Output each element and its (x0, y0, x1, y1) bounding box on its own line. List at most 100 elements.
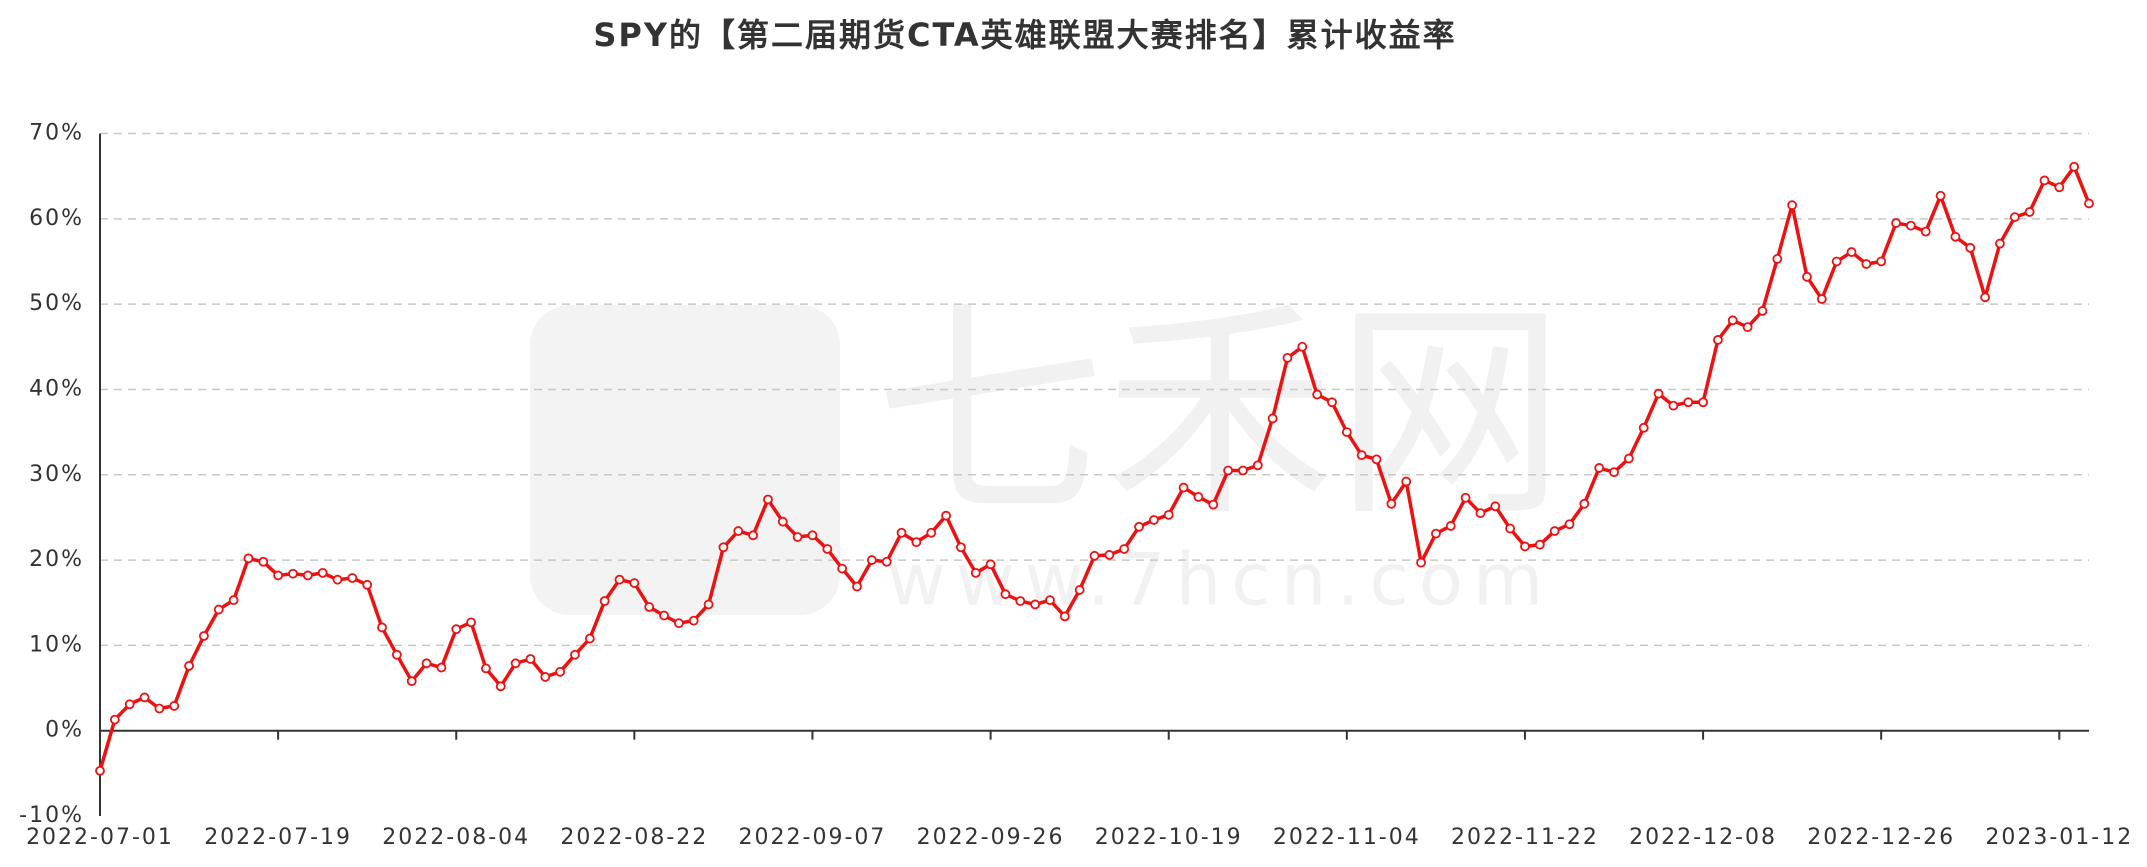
point (1623, 453, 1634, 464)
point (1193, 492, 1204, 502)
point (1104, 550, 1115, 560)
y-tick-label: 60% (29, 206, 84, 231)
point (1045, 595, 1055, 606)
point (258, 556, 269, 567)
point (1579, 498, 1590, 509)
point (2009, 212, 2020, 223)
point (673, 618, 684, 629)
point (2084, 198, 2094, 209)
x-tick-label: 2022-11-22 (1451, 825, 1599, 850)
y-tick-label: 0% (45, 718, 84, 743)
point (1430, 528, 1441, 539)
point (1891, 218, 1901, 228)
point (109, 714, 120, 725)
point (718, 542, 729, 553)
point (2054, 182, 2065, 193)
point (570, 649, 580, 660)
point (777, 516, 788, 527)
point (1742, 322, 1753, 333)
point (1564, 519, 1575, 530)
point (1757, 306, 1768, 316)
x-tick-label: 2022-08-04 (382, 825, 530, 850)
point (1965, 242, 1976, 253)
watermark-logo (530, 305, 840, 615)
x-tick-label: 2023-01-12 (1985, 825, 2133, 850)
point (1312, 389, 1323, 400)
point (406, 676, 417, 687)
y-tick-label: 70% (29, 121, 84, 146)
point (1386, 498, 1397, 509)
point (1816, 294, 1827, 304)
point (466, 617, 476, 628)
point (288, 568, 298, 579)
point (347, 573, 358, 583)
point (1683, 397, 1694, 408)
point (1282, 352, 1293, 363)
chart-title: SPY的【第二届期货CTA英雄联盟大赛排名】累计收益率 (593, 16, 1456, 54)
point (881, 556, 892, 567)
point (1594, 463, 1605, 473)
point (2024, 207, 2035, 217)
watermark: 七禾网 (875, 281, 1565, 548)
point (1134, 521, 1144, 532)
point (614, 574, 625, 585)
point (169, 701, 180, 711)
point (1341, 427, 1352, 437)
point (1000, 589, 1011, 600)
point (1920, 226, 1931, 237)
point (184, 660, 194, 671)
point (763, 494, 773, 505)
point (1327, 397, 1337, 408)
point (1772, 254, 1783, 264)
point (970, 567, 981, 578)
point (1935, 190, 1946, 201)
point (688, 615, 699, 626)
point (792, 532, 803, 542)
point (1653, 388, 1664, 399)
point (1787, 200, 1798, 211)
point (1638, 422, 1649, 433)
point (644, 602, 655, 612)
point (1505, 523, 1516, 534)
point (1297, 341, 1308, 352)
x-tick-label: 2022-12-26 (1807, 825, 1955, 850)
point (317, 567, 328, 578)
point (941, 510, 951, 521)
point (1727, 315, 1738, 326)
y-tick-label: 10% (29, 632, 84, 657)
point (896, 527, 907, 538)
point (95, 765, 105, 776)
point (555, 666, 566, 677)
point (1609, 467, 1619, 478)
point (243, 553, 254, 564)
point (391, 649, 402, 660)
point (2039, 175, 2050, 186)
y-tick-label: 20% (29, 547, 84, 572)
point (1416, 557, 1426, 568)
point (540, 672, 551, 682)
point (1252, 460, 1263, 471)
point (837, 563, 848, 574)
point (733, 526, 744, 536)
point (1995, 238, 2005, 249)
point (956, 542, 966, 553)
point (985, 559, 996, 570)
point (1356, 450, 1367, 461)
y-tick-label: 40% (29, 376, 84, 401)
point (139, 692, 150, 703)
point (1831, 256, 1842, 267)
point (1668, 400, 1679, 411)
y-tick-label: 50% (29, 291, 84, 316)
point (926, 527, 937, 538)
point (1520, 541, 1530, 552)
point (852, 581, 862, 592)
y-tick-label: 30% (29, 462, 84, 487)
point (866, 555, 877, 565)
point (1905, 220, 1916, 231)
x-tick-label: 2022-08-22 (560, 825, 708, 850)
point (1861, 259, 1872, 269)
point (1445, 521, 1456, 531)
point (154, 703, 165, 714)
